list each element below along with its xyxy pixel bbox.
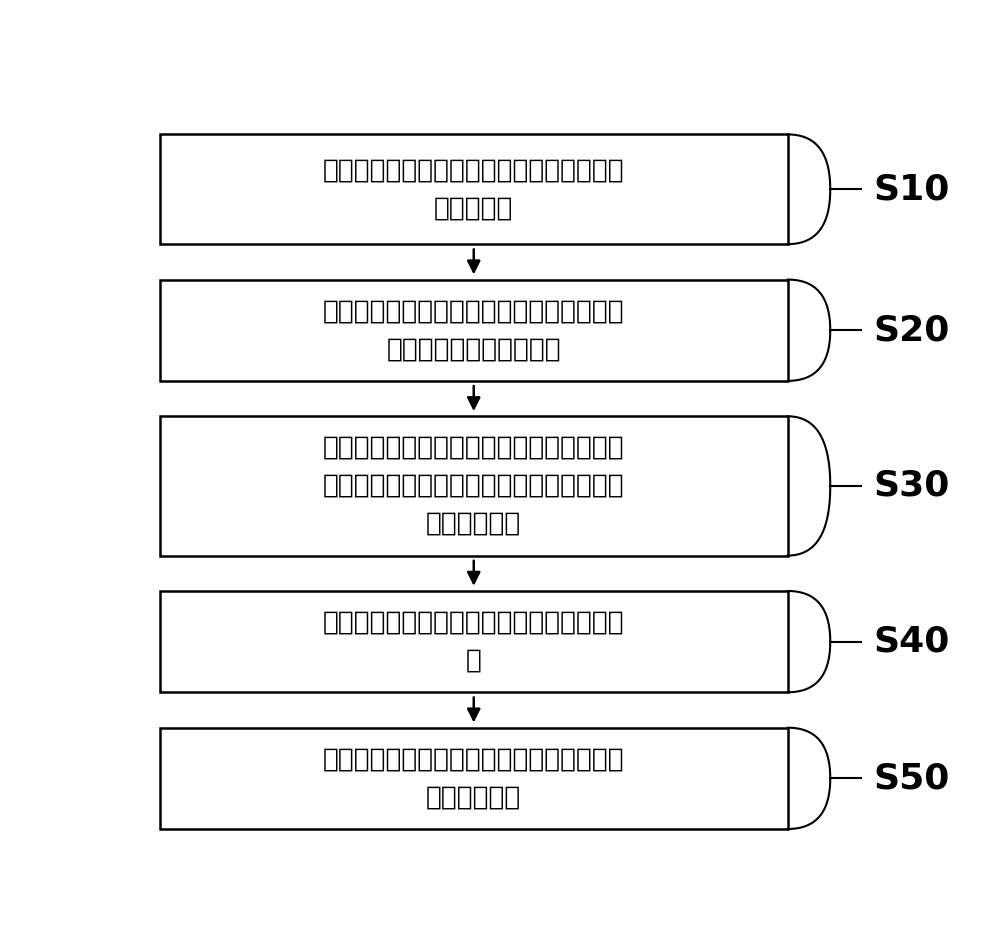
Text: 将所述电池壳体内的气体排出后，进行第二
次注入电解液: 将所述电池壳体内的气体排出后，进行第二 次注入电解液 bbox=[323, 746, 625, 811]
Text: 将正极材料与抑制产气添加剂混合搅拌，获
得正极浆料: 将正极材料与抑制产气添加剂混合搅拌，获 得正极浆料 bbox=[323, 157, 625, 222]
Text: 将所述正极极片与匹配的负极极片、隔膜装
配在电池壳体内，然后向电池壳体进行第一
次注入电解液: 将所述正极极片与匹配的负极极片、隔膜装 配在电池壳体内，然后向电池壳体进行第一 … bbox=[323, 435, 625, 537]
Text: S50: S50 bbox=[873, 761, 949, 795]
Bar bbox=[160, 417, 788, 556]
Bar bbox=[160, 727, 788, 829]
Text: S30: S30 bbox=[873, 469, 949, 503]
Bar bbox=[160, 591, 788, 692]
Bar bbox=[160, 279, 788, 381]
Text: 将所述正极浆料涂布在正极集流体上，并进
行烘干处理形成正极极片: 将所述正极浆料涂布在正极集流体上，并进 行烘干处理形成正极极片 bbox=[323, 298, 625, 362]
Bar bbox=[160, 134, 788, 244]
Text: S40: S40 bbox=[873, 625, 949, 658]
Text: S10: S10 bbox=[873, 172, 949, 206]
Text: 在指定温度下静置指定时间后，进行化成处
理: 在指定温度下静置指定时间后，进行化成处 理 bbox=[323, 610, 625, 673]
Text: S20: S20 bbox=[873, 313, 949, 348]
